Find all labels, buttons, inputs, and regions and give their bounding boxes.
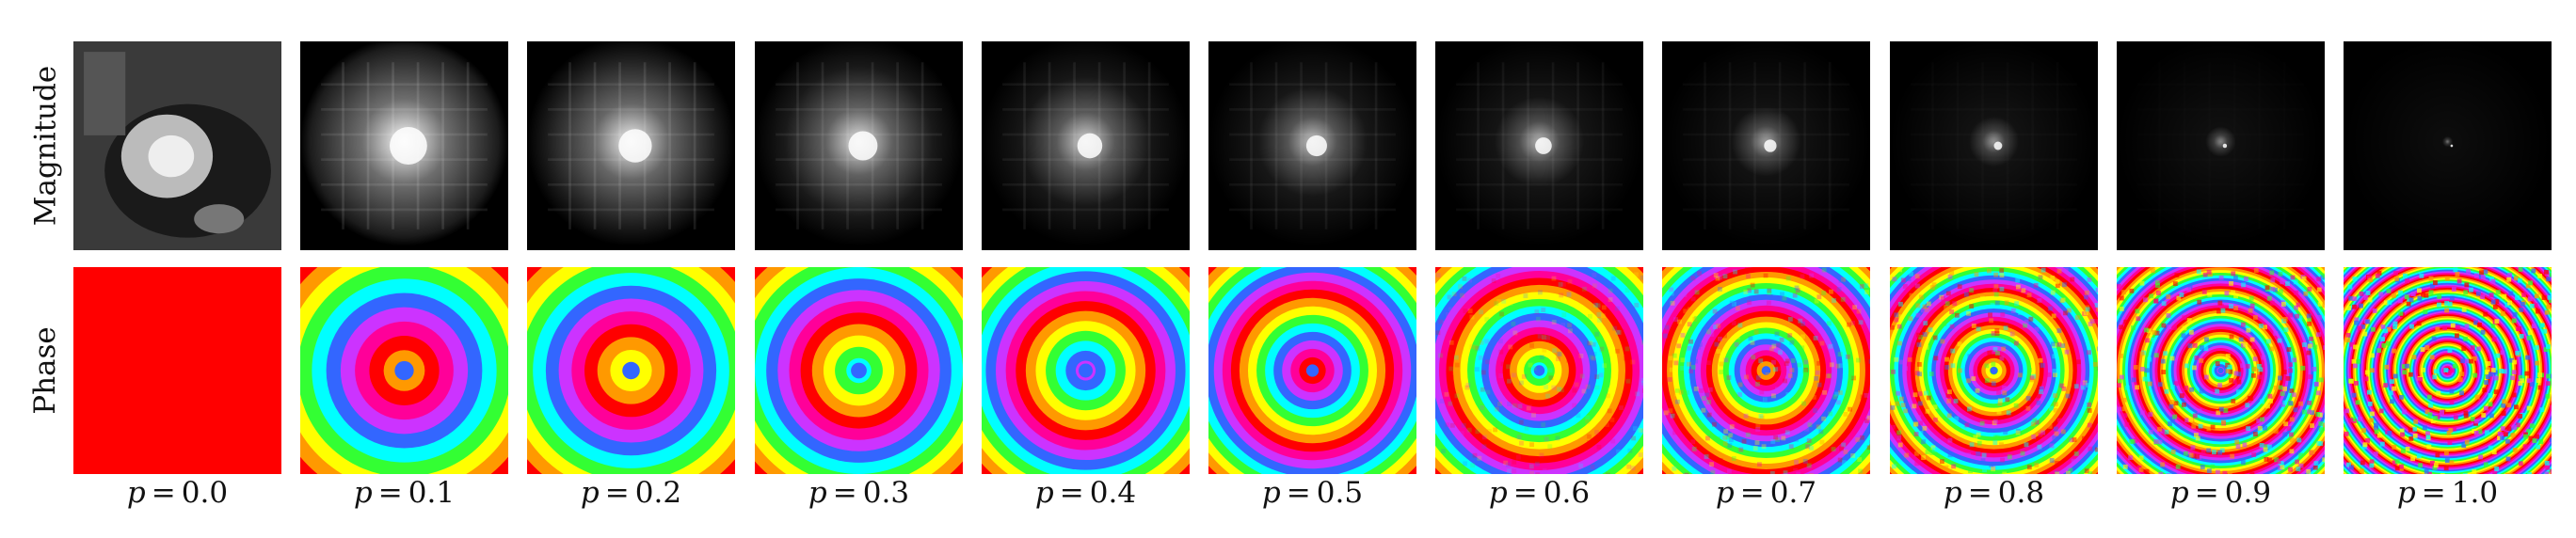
p-variable: p (1943, 476, 1962, 510)
magnitude-image-4 (982, 41, 1190, 250)
phase-image-4 (982, 267, 1190, 474)
p-value: 0.5 (1316, 476, 1364, 510)
equals-sign: = (1739, 476, 1765, 510)
equals-sign: = (604, 476, 630, 510)
phase-image-0 (73, 267, 281, 474)
phase-row-label: Phase (28, 326, 62, 415)
equals-sign: = (2421, 476, 2446, 510)
phase-image-1 (300, 267, 508, 474)
phase-image-3 (755, 267, 963, 474)
magnitude-image-8 (1890, 41, 2098, 250)
magnitude-image-9 (2117, 41, 2325, 250)
p-value-label-2: p = 0.2 (527, 476, 735, 510)
phase-image-8 (1890, 267, 2098, 474)
magnitude-image-3 (755, 41, 963, 250)
p-value-label-8: p = 0.8 (1890, 476, 2098, 510)
p-value-label-5: p = 0.5 (1208, 476, 1416, 510)
p-variable: p (126, 476, 146, 510)
phase-image-2 (527, 267, 735, 474)
p-variable: p (808, 476, 827, 510)
p-variable: p (2169, 476, 2189, 510)
p-variable: p (580, 476, 600, 510)
image-grid (73, 41, 2558, 476)
p-variable: p (1034, 476, 1054, 510)
magnitude-row-label: Magnitude (28, 65, 62, 227)
p-value: 0.4 (1089, 476, 1137, 510)
magnitude-image-6 (1435, 41, 1643, 250)
phase-image-6 (1435, 267, 1643, 474)
p-variable: p (353, 476, 373, 510)
p-value-label-1: p = 0.1 (300, 476, 508, 510)
p-value-label-3: p = 0.3 (755, 476, 963, 510)
p-variable: p (1261, 476, 1281, 510)
p-value: 1.0 (2451, 476, 2499, 510)
magnitude-image-0 (73, 41, 281, 250)
equals-sign: = (1967, 476, 1992, 510)
magnitude-image-7 (1662, 41, 1870, 250)
p-value: 0.0 (181, 476, 229, 510)
magnitude-image-10 (2344, 41, 2552, 250)
phase-image-5 (1208, 267, 1416, 474)
magnitude-image-1 (300, 41, 508, 250)
p-variable: p (1488, 476, 1508, 510)
p-value: 0.2 (634, 476, 682, 510)
p-value: 0.3 (862, 476, 910, 510)
p-value: 0.9 (2224, 476, 2272, 510)
p-value: 0.1 (408, 476, 456, 510)
p-value-label-4: p = 0.4 (982, 476, 1190, 510)
equals-sign: = (1286, 476, 1311, 510)
magnitude-image-5 (1208, 41, 1416, 250)
p-value: 0.6 (1543, 476, 1591, 510)
equals-sign: = (832, 476, 857, 510)
p-value-label-0: p = 0.0 (73, 476, 281, 510)
magnitude-image-2 (527, 41, 735, 250)
p-value: 0.8 (1997, 476, 2045, 510)
p-value: 0.7 (1769, 476, 1817, 510)
p-value-label-6: p = 0.6 (1435, 476, 1643, 510)
equals-sign: = (1512, 476, 1538, 510)
equals-sign: = (151, 476, 176, 510)
p-variable: p (2396, 476, 2416, 510)
equals-sign: = (2194, 476, 2219, 510)
p-value-label-7: p = 0.7 (1662, 476, 1870, 510)
p-variable: p (1715, 476, 1735, 510)
p-value-label-9: p = 0.9 (2117, 476, 2325, 510)
equals-sign: = (377, 476, 403, 510)
equals-sign: = (1059, 476, 1084, 510)
p-value-label-10: p = 1.0 (2344, 476, 2552, 510)
phase-image-7 (1662, 267, 1870, 474)
phase-image-10 (2344, 267, 2552, 474)
phase-image-9 (2117, 267, 2325, 474)
